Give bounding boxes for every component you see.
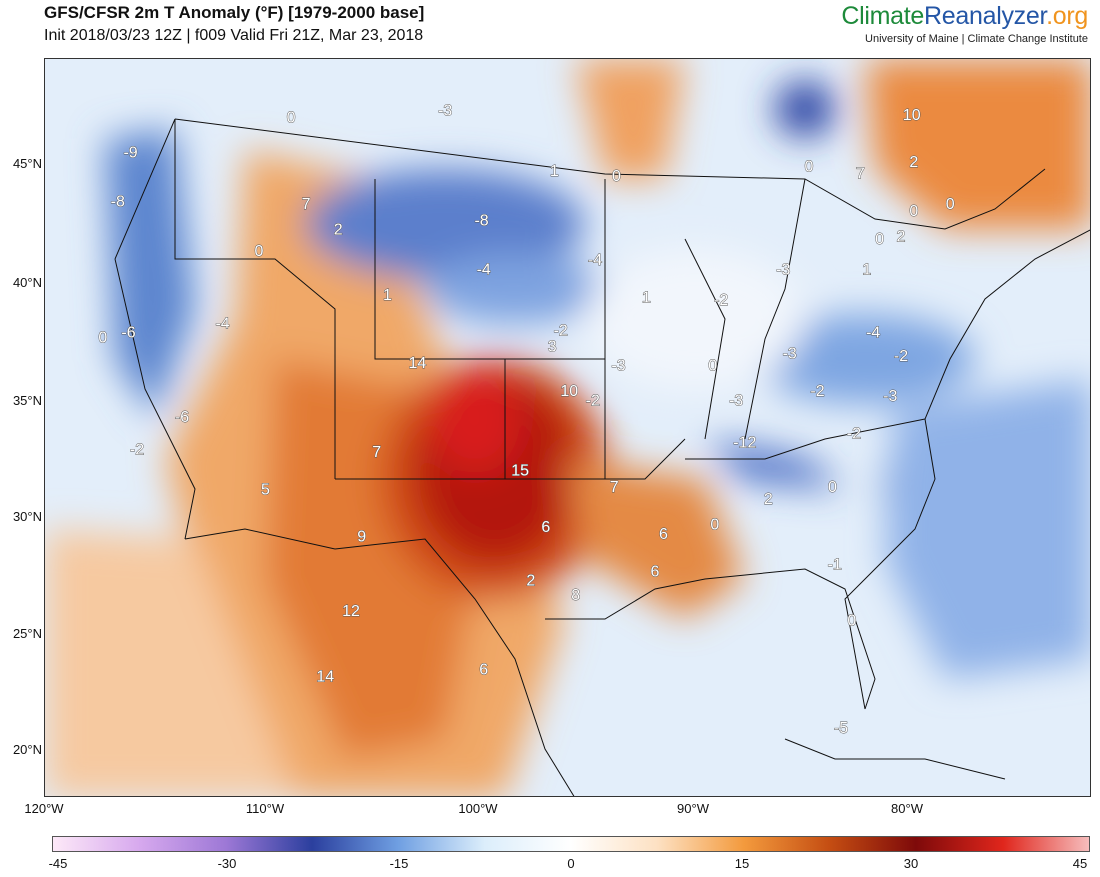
anomaly-label: -5 bbox=[834, 720, 848, 737]
anomaly-label: 0 bbox=[828, 479, 837, 496]
anomaly-label: 3 bbox=[548, 339, 557, 356]
anomaly-label: -2 bbox=[847, 425, 861, 442]
anomaly-label: 1 bbox=[383, 287, 392, 304]
colorbar-tick: -15 bbox=[389, 856, 409, 871]
anomaly-label: -2 bbox=[894, 348, 908, 365]
anomaly-label: 0 bbox=[255, 243, 264, 260]
brand-logo[interactable]: ClimateReanalyzer.org bbox=[841, 2, 1088, 31]
anomaly-label: 6 bbox=[541, 519, 550, 536]
anomaly-label: 1 bbox=[642, 290, 651, 307]
anomaly-label: 10 bbox=[560, 383, 578, 400]
lat-label-45n: 45°N bbox=[12, 156, 42, 171]
colorbar-tick: 45 bbox=[1072, 856, 1088, 871]
anomaly-label: 0 bbox=[875, 231, 884, 248]
anomaly-map: -3 0 10 -9 1 0 0 7 2 -8 7 -8 0 0 2 0 2 0 -4 -4 -3 1 1 1 -2 -4 0 -6-… bbox=[44, 58, 1091, 797]
lat-label-35n: 35°N bbox=[12, 393, 42, 408]
colorbar bbox=[52, 836, 1090, 852]
anomaly-label: 12 bbox=[342, 603, 360, 620]
lon-label-80w: 80°W bbox=[891, 801, 923, 816]
anomaly-label: 0 bbox=[612, 168, 621, 185]
anomaly-label: 9 bbox=[357, 528, 366, 545]
anomaly-label: 14 bbox=[409, 355, 427, 372]
anomaly-label: -6 bbox=[175, 409, 189, 426]
anomaly-label: 0 bbox=[847, 613, 856, 630]
anomaly-label: 14 bbox=[316, 669, 334, 686]
brand-part-climate: Climate bbox=[841, 2, 925, 30]
anomaly-label: -3 bbox=[438, 102, 452, 119]
anomaly-label: 6 bbox=[479, 662, 488, 679]
anomaly-label: 2 bbox=[764, 491, 773, 508]
lon-label-100w: 100°W bbox=[458, 801, 498, 816]
lat-label-25n: 25°N bbox=[12, 626, 42, 641]
lon-label-110w: 110°W bbox=[245, 801, 285, 816]
lat-label-30n: 30°N bbox=[12, 509, 42, 524]
anomaly-label: -4 bbox=[866, 325, 880, 342]
boundary-lines bbox=[114, 118, 1090, 796]
lat-label-20n: 20°N bbox=[12, 742, 42, 757]
lon-label-120w: 120°W bbox=[24, 801, 64, 816]
anomaly-label: -2 bbox=[130, 442, 144, 459]
anomaly-label: -1 bbox=[828, 556, 842, 573]
anomaly-label: -3 bbox=[883, 388, 897, 405]
anomaly-label: -3 bbox=[776, 262, 790, 279]
anomaly-label: 8 bbox=[571, 587, 580, 604]
colorbar-tick: 0 bbox=[567, 856, 575, 871]
anomaly-label: -12 bbox=[733, 435, 756, 452]
anomaly-label: -8 bbox=[474, 212, 488, 229]
anomaly-label: -4 bbox=[215, 315, 229, 332]
anomaly-label: 1 bbox=[550, 163, 559, 180]
anomaly-label: 1 bbox=[862, 262, 871, 279]
anomaly-label: -3 bbox=[729, 393, 743, 410]
anomaly-label: -3 bbox=[783, 346, 797, 363]
anomaly-label: -6 bbox=[121, 325, 135, 342]
anomaly-label: 15 bbox=[511, 463, 529, 480]
anomaly-label: 6 bbox=[650, 563, 659, 580]
anomaly-label: 7 bbox=[856, 166, 865, 183]
anomaly-label: 5 bbox=[261, 482, 270, 499]
anomaly-label: 0 bbox=[710, 517, 719, 534]
anomaly-map-svg: -30 10-91 00 72-8 7-80 020 20-4-4 -3 11 1 -2-40 -6-… bbox=[45, 59, 1090, 796]
anomaly-label: -2 bbox=[714, 292, 728, 309]
anomaly-label: 0 bbox=[909, 203, 918, 220]
anomaly-label: -8 bbox=[111, 194, 125, 211]
anomaly-label: -2 bbox=[810, 383, 824, 400]
lon-label-90w: 90°W bbox=[677, 801, 709, 816]
map-title: GFS/CFSR 2m T Anomaly (°F) [1979-2000 ba… bbox=[44, 3, 425, 22]
lat-label-40n: 40°N bbox=[12, 275, 42, 290]
anomaly-label: 2 bbox=[334, 222, 343, 239]
anomaly-label: 2 bbox=[909, 154, 918, 171]
anomaly-label: 2 bbox=[897, 229, 906, 246]
anomaly-label: 6 bbox=[659, 526, 668, 543]
brand-part-org: .org bbox=[1046, 2, 1088, 30]
colorbar-tick: -30 bbox=[217, 856, 237, 871]
anomaly-label: 0 bbox=[805, 159, 814, 176]
anomaly-label: -3 bbox=[611, 357, 625, 374]
anomaly-label: -4 bbox=[588, 252, 602, 269]
brand-part-reanalyzer: Reanalyzer bbox=[924, 2, 1047, 30]
anomaly-label-layer: -30 10-91 00 72-8 7-80 020 20-4-4 -3 11 1 -2-40 -6-… bbox=[98, 102, 955, 738]
colorbar-tick: 30 bbox=[903, 856, 919, 871]
map-subtitle: Init 2018/03/23 12Z | f009 Valid Fri 21Z… bbox=[44, 27, 424, 44]
anomaly-label: 7 bbox=[610, 479, 619, 496]
anomaly-label: -4 bbox=[477, 262, 491, 279]
anomaly-label: 0 bbox=[708, 357, 717, 374]
anomaly-label: 10 bbox=[903, 107, 921, 124]
anomaly-label: 0 bbox=[946, 196, 955, 213]
anomaly-label: 7 bbox=[372, 444, 381, 461]
anomaly-label: 0 bbox=[287, 109, 296, 126]
anomaly-label: -2 bbox=[554, 322, 568, 339]
anomaly-label: -9 bbox=[123, 145, 137, 162]
colorbar-tick: -45 bbox=[48, 856, 68, 871]
anomaly-label: -2 bbox=[586, 393, 600, 410]
anomaly-label: 2 bbox=[526, 573, 535, 590]
colorbar-tick: 15 bbox=[734, 856, 750, 871]
anomaly-label: 0 bbox=[98, 329, 107, 346]
brand-affiliation: University of Maine | Climate Change Ins… bbox=[865, 33, 1088, 45]
anomaly-label: 7 bbox=[302, 196, 311, 213]
